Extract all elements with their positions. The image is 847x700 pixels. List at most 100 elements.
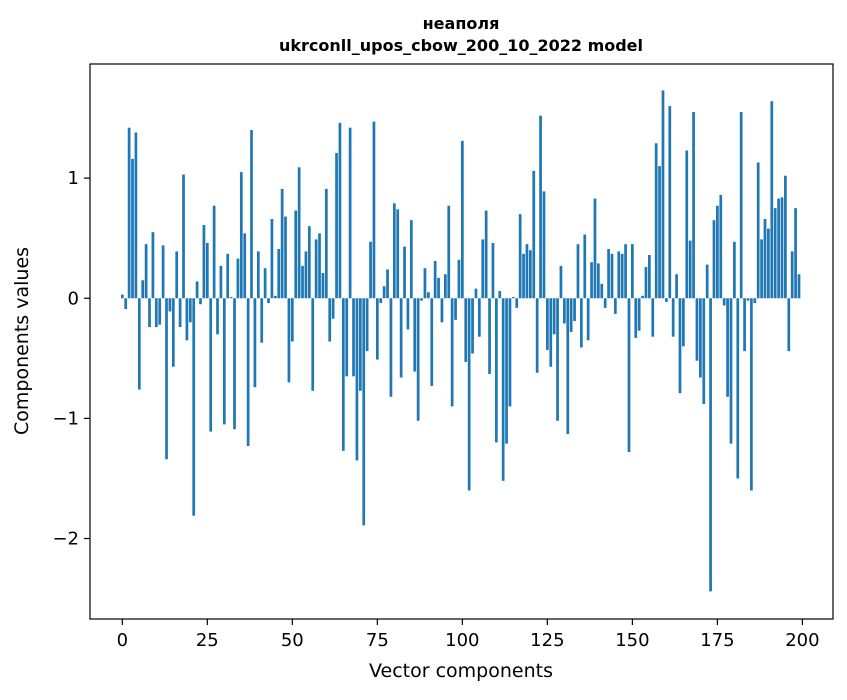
bar-component-169 [695,298,699,361]
bar-component-182 [739,112,743,299]
bar-component-166 [685,150,689,299]
bar-component-147 [620,253,624,299]
bar-component-150 [631,244,634,299]
bar-component-77 [382,286,386,299]
bar-component-12 [161,245,165,299]
bar-component-74 [372,121,376,299]
bar-component-5 [137,298,141,390]
bar-component-131 [566,298,570,434]
bar-component-62 [331,298,335,319]
bar-component-16 [175,251,179,299]
bar-component-176 [719,194,723,299]
bar-component-26 [209,298,213,432]
bar-component-118 [522,253,525,299]
bar-component-76 [379,298,383,304]
bar-component-143 [607,249,610,299]
bar-component-51 [294,210,298,299]
bar-component-102 [467,298,471,491]
bar-component-175 [716,205,719,299]
bar-component-160 [665,298,668,302]
bar-component-27 [212,205,216,299]
x-tick-label: 100 [445,630,479,651]
bar-component-85 [409,220,413,299]
bar-component-33 [233,298,236,430]
bar-component-36 [243,233,247,299]
bar-component-167 [688,240,692,299]
bar-component-196 [787,298,791,352]
bar-component-138 [590,262,593,299]
x-tick-label: 50 [281,630,304,651]
bar-component-64 [338,122,342,299]
bar-component-110 [494,298,498,443]
bar-component-46 [277,249,281,299]
bar-component-122 [535,298,539,373]
bar-component-78 [386,269,389,299]
bar-component-10 [154,298,158,328]
bar-component-151 [634,298,638,338]
bar-component-121 [532,170,536,299]
x-tick-label: 200 [785,630,819,651]
bar-component-1 [124,298,128,310]
x-tick-label: 75 [366,630,389,651]
bar-component-135 [580,298,583,348]
bar-component-142 [603,298,607,308]
bar-component-6 [141,280,145,299]
bar-component-25 [205,242,209,299]
bar-component-29 [219,265,223,299]
bar-component-81 [396,209,400,299]
bar-component-117 [518,214,522,299]
bar-component-174 [712,220,716,299]
bar-component-180 [733,241,736,299]
y-tick-label: 1 [68,168,79,189]
bar-component-100 [460,140,464,299]
bar-component-92 [433,261,437,299]
bar-component-165 [682,298,685,347]
bar-component-162 [671,298,675,337]
bar-component-41 [260,298,264,343]
bar-component-17 [178,298,182,328]
bar-component-152 [637,298,641,331]
bar-component-172 [705,264,709,299]
bar-component-179 [729,298,733,444]
x-axis-label: Vector components [369,660,553,682]
bar-component-181 [736,298,740,479]
bar-component-8 [148,298,151,328]
bar-component-69 [355,298,359,461]
bar-component-35 [239,172,243,299]
bar-component-48 [284,216,287,299]
bar-component-106 [481,239,485,299]
bar-component-49 [287,298,291,383]
bar-component-93 [437,277,440,299]
x-tick-label: 25 [196,630,219,651]
bar-component-20 [188,298,192,323]
bar-component-54 [304,251,308,299]
bar-component-82 [399,298,403,378]
bar-component-83 [403,246,406,299]
bar-component-183 [743,298,746,352]
bar-component-43 [267,298,270,304]
bar-component-73 [369,241,372,299]
bar-component-67 [348,127,352,299]
bar-component-70 [358,298,362,391]
bar-component-37 [246,298,250,447]
bar-component-94 [440,298,444,323]
bar-component-40 [256,251,260,299]
bar-component-171 [702,298,706,404]
bar-component-34 [236,258,240,299]
bar-component-114 [508,298,512,407]
bar-component-115 [512,297,515,299]
bar-component-139 [593,198,597,299]
bar-component-90 [426,292,430,299]
bar-component-86 [413,298,417,372]
bar-component-68 [352,298,355,377]
bar-component-21 [192,298,196,516]
bar-component-2 [127,127,131,299]
bar-component-3 [131,158,134,299]
bar-component-55 [307,226,311,299]
bar-component-9 [151,232,155,299]
bar-component-95 [443,274,447,299]
bar-component-136 [583,234,587,299]
bar-component-50 [290,298,294,342]
